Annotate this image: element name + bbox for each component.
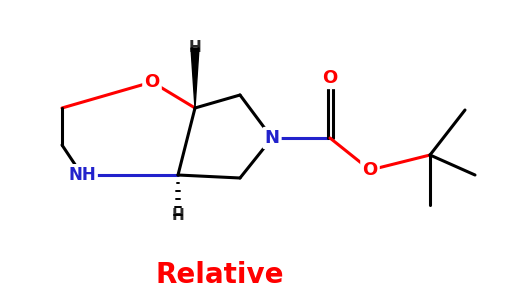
Text: NH: NH bbox=[68, 166, 96, 184]
Text: N: N bbox=[265, 129, 279, 147]
Text: H: H bbox=[189, 40, 201, 56]
Polygon shape bbox=[191, 48, 199, 108]
Text: Relative: Relative bbox=[156, 261, 284, 289]
Text: O: O bbox=[144, 73, 159, 91]
Text: O: O bbox=[362, 161, 378, 179]
Text: O: O bbox=[322, 69, 338, 87]
Text: H: H bbox=[171, 208, 185, 223]
